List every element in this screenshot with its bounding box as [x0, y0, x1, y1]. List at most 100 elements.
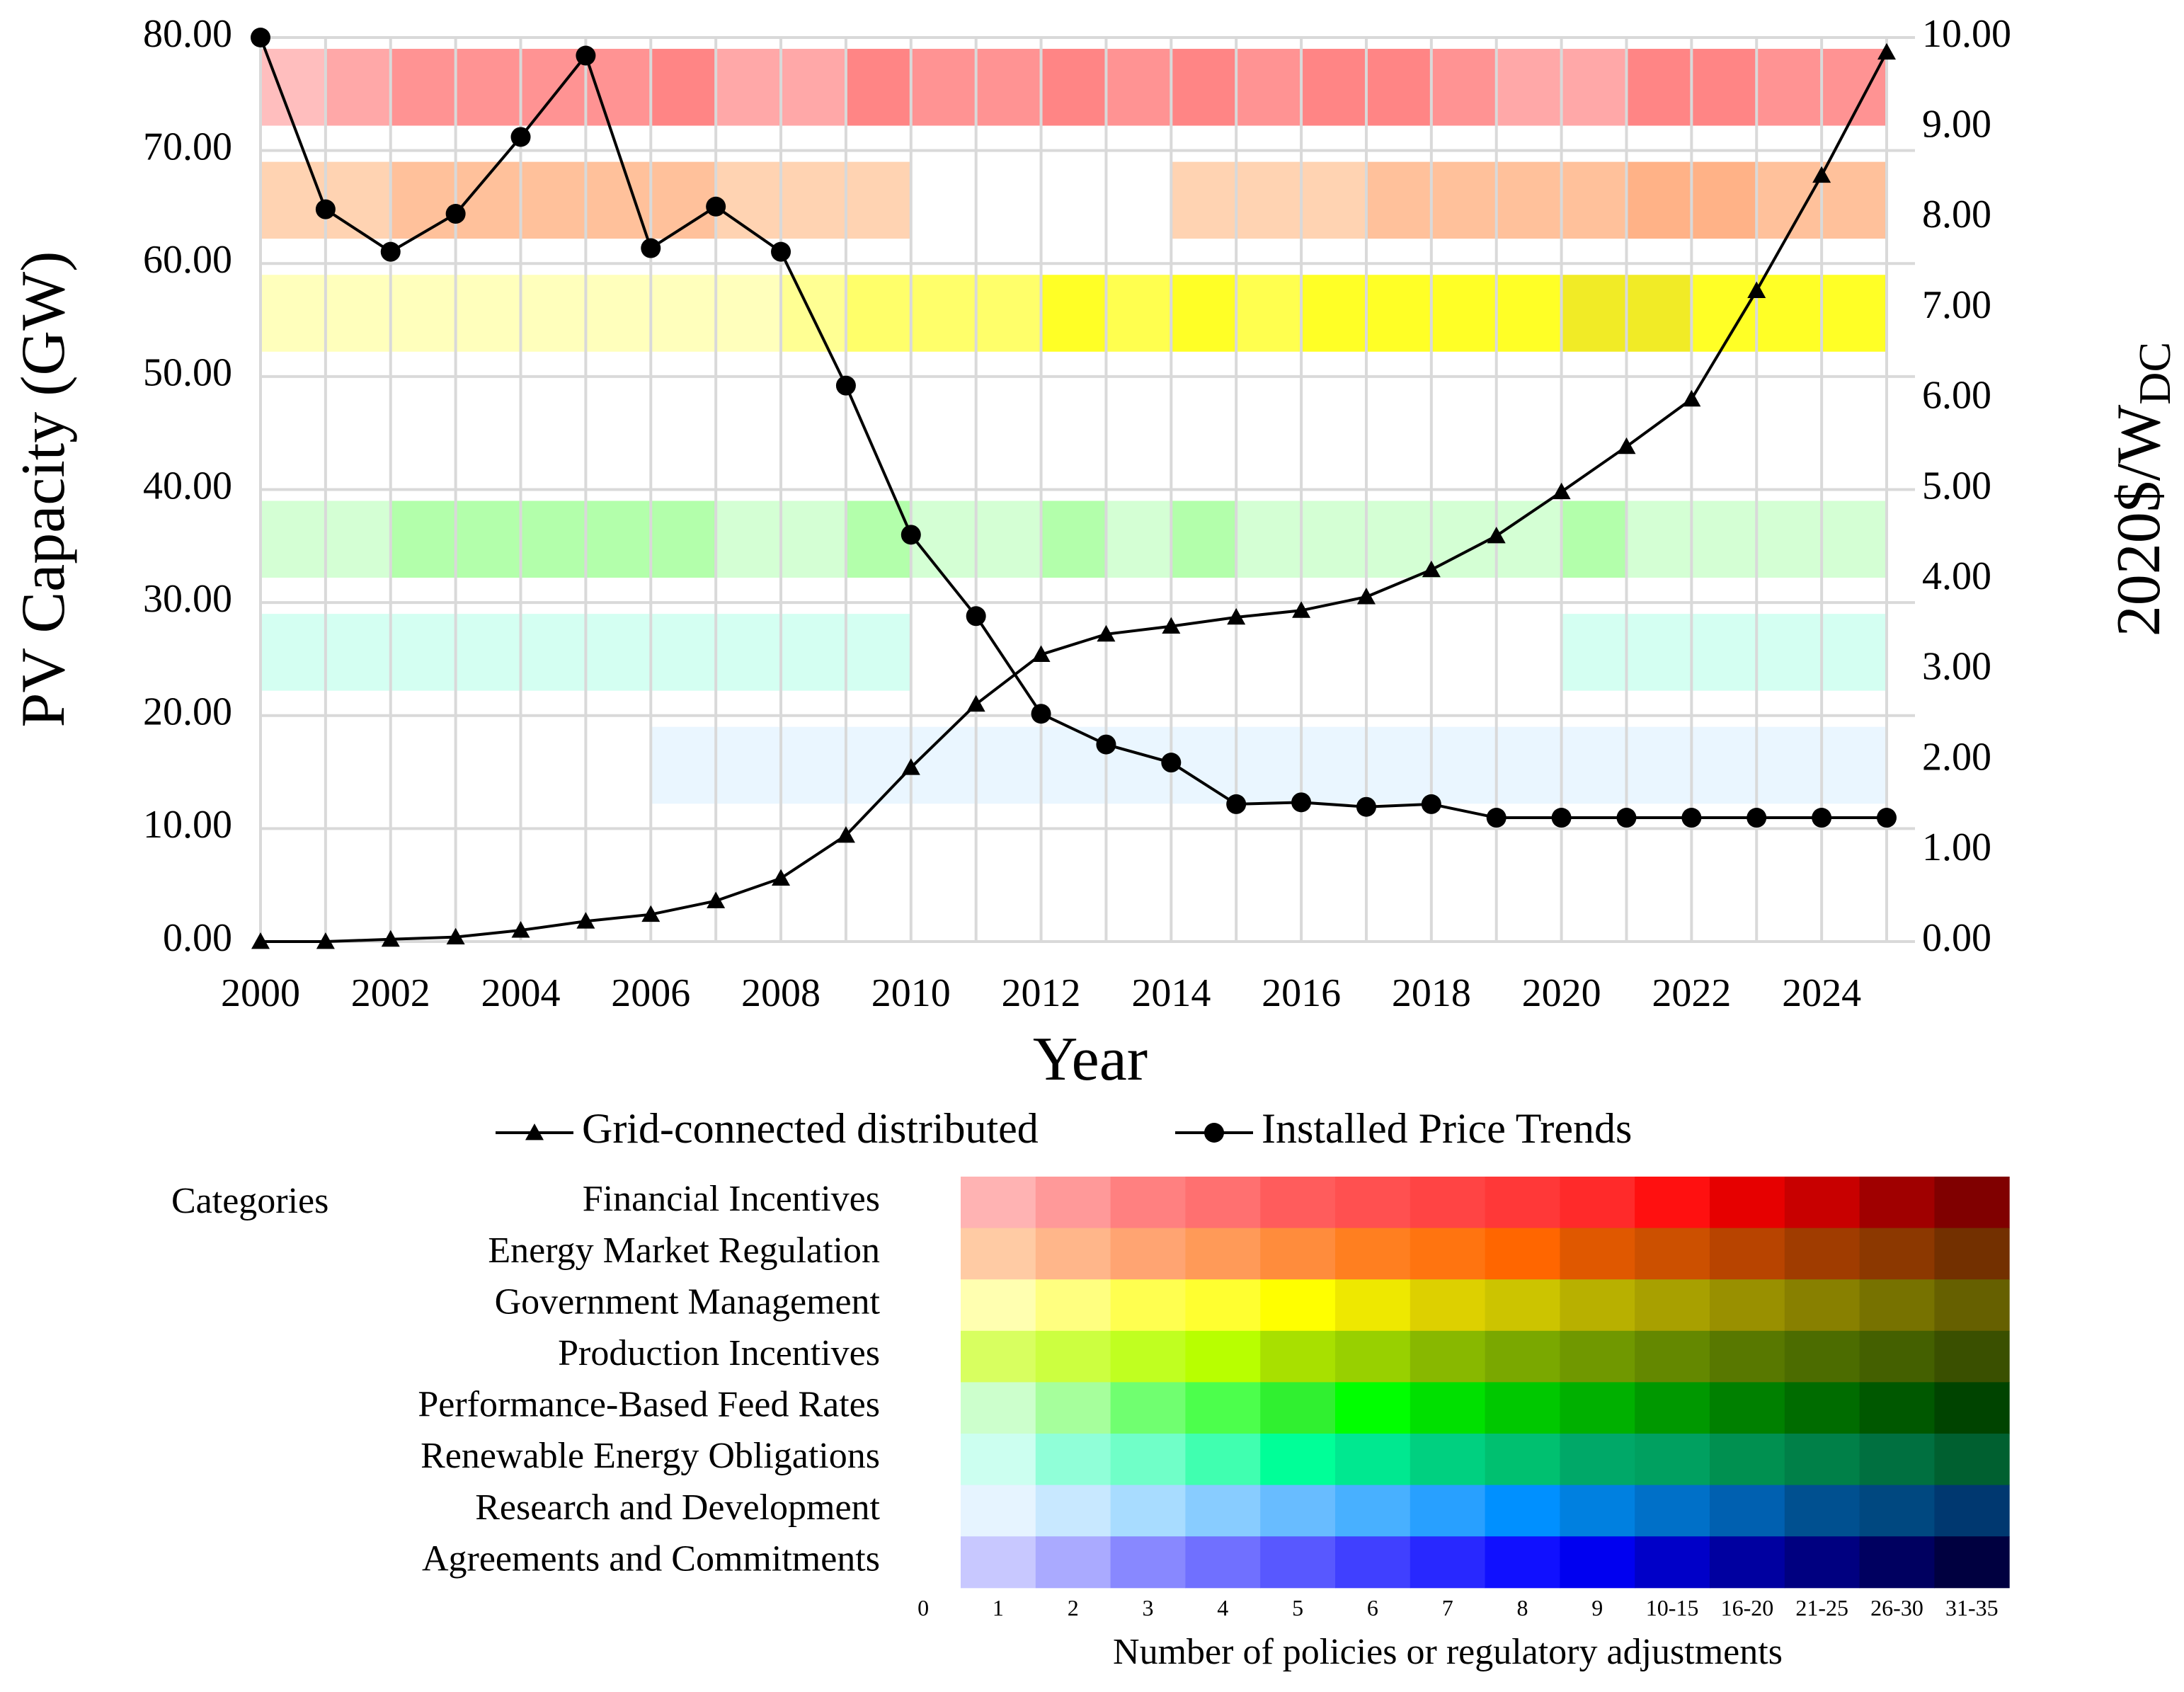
policy-cell	[1301, 388, 1366, 465]
policy-cell	[325, 161, 391, 239]
policy-cell	[910, 48, 976, 126]
policy-scale-tick: 16-20	[1721, 1595, 1774, 1620]
policy-cell	[585, 388, 651, 465]
legend-label: Grid-connected distributed	[582, 1105, 1039, 1152]
y2-tick-label: 0.00	[1922, 916, 1991, 960]
legend-swatch	[1185, 1330, 1261, 1383]
policy-cell	[1496, 48, 1562, 126]
policy-cell	[261, 388, 326, 465]
marker	[1552, 482, 1571, 500]
policy-cell	[261, 840, 326, 917]
policy-scale-tick: 4	[1217, 1595, 1228, 1620]
series-line	[259, 37, 1887, 820]
legend-swatch	[1410, 1382, 1486, 1434]
legend-swatch	[1410, 1228, 1486, 1280]
legend-swatch	[1934, 1382, 2010, 1434]
legend-swatch	[1560, 1434, 1635, 1486]
policy-cell	[1106, 501, 1172, 578]
policy-cell	[976, 162, 1041, 239]
legend-swatch	[1710, 1177, 1785, 1229]
legend-swatch	[1560, 1228, 1635, 1280]
policy-cell	[1041, 162, 1107, 239]
legend-swatch	[1635, 1177, 1710, 1229]
legend-swatch	[1859, 1485, 1935, 1537]
policy-cell	[1106, 388, 1171, 465]
policy-cell	[1626, 388, 1691, 465]
y2-tick-label: 7.00	[1922, 283, 1991, 327]
policy-cell	[326, 388, 391, 465]
policy-name: Research and Development	[475, 1487, 880, 1528]
y-tick-label: 70.00	[143, 125, 232, 168]
marker	[316, 932, 335, 949]
policy-cell	[1756, 388, 1822, 465]
legend-swatch	[1335, 1485, 1411, 1537]
legend-swatch	[1635, 1279, 1710, 1332]
legend-swatch	[1185, 1228, 1261, 1280]
legend-swatch	[961, 1330, 1036, 1383]
policy-cell	[1236, 161, 1302, 239]
policy-cell	[1561, 501, 1627, 578]
policy-cell	[1626, 614, 1692, 691]
policy-cell	[520, 48, 586, 126]
marker	[576, 45, 596, 66]
policy-cell	[716, 275, 782, 352]
x-tick-label: 2014	[1131, 971, 1211, 1015]
policy-cell	[716, 388, 781, 465]
legend-swatch	[1635, 1228, 1710, 1280]
legend-swatch	[961, 1228, 1036, 1280]
marker	[901, 758, 920, 775]
policy-cell	[1626, 161, 1692, 239]
policy-cell	[1822, 275, 1887, 352]
policy-cell	[1626, 840, 1691, 917]
policy-cell	[1366, 840, 1431, 917]
legend-swatch	[1335, 1177, 1411, 1229]
legend-swatch	[1260, 1228, 1336, 1280]
legend-swatch	[1859, 1177, 1935, 1229]
policy-cell	[1041, 501, 1107, 578]
policy-scale-tick: 6	[1367, 1595, 1378, 1620]
policy-cell	[1171, 501, 1237, 578]
policy-cell	[455, 48, 521, 126]
legend-swatch	[1410, 1330, 1486, 1383]
policy-cell	[846, 840, 911, 917]
policy-cell	[781, 388, 846, 465]
legend-swatch	[1485, 1177, 1560, 1229]
policy-name: Production Incentives	[558, 1333, 880, 1373]
marker	[1031, 704, 1051, 724]
policy-cell	[1561, 275, 1627, 352]
policy-cell	[716, 48, 782, 126]
legend-swatch	[1185, 1434, 1261, 1486]
legend-swatch	[1035, 1330, 1111, 1383]
marker	[1877, 808, 1897, 828]
policy-scale-tick: 5	[1292, 1595, 1303, 1620]
marker	[835, 375, 856, 396]
policy-cell	[1822, 161, 1887, 239]
policy-cell	[781, 614, 846, 691]
legend-swatch	[961, 1536, 1036, 1589]
policy-cell	[1756, 614, 1822, 691]
policy-cell	[1041, 840, 1107, 917]
legend-swatch	[1110, 1228, 1186, 1280]
policy-cell	[261, 614, 326, 691]
policy-cell	[520, 161, 586, 239]
legend-swatch	[961, 1382, 1036, 1434]
marker	[772, 869, 791, 886]
x-tick-label: 2020	[1522, 971, 1601, 1015]
legend-swatch	[1185, 1279, 1261, 1332]
policy-cell	[1041, 275, 1107, 352]
policy-cell	[911, 388, 976, 465]
policy-cell	[1822, 388, 1887, 465]
marker	[1097, 624, 1116, 642]
policy-cell	[1366, 48, 1431, 126]
policy-cell	[1171, 840, 1236, 917]
legend-swatch	[1560, 1279, 1635, 1332]
legend-swatch	[1560, 1330, 1635, 1383]
policy-cell	[1561, 161, 1627, 239]
policy-cell	[1561, 614, 1627, 691]
policy-cell	[1822, 614, 1887, 691]
policy-name: Government Management	[495, 1281, 881, 1322]
policy-cell	[1691, 48, 1757, 126]
legend-swatch	[1110, 1434, 1186, 1486]
legend-swatch	[1035, 1485, 1111, 1537]
